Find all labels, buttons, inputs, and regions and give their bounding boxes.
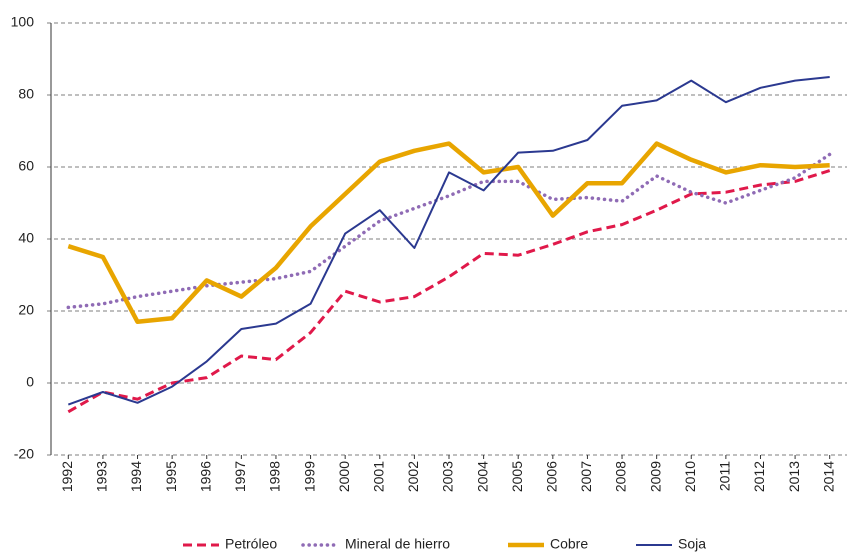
x-tick-label: 2010 — [682, 461, 698, 492]
x-tick-label: 1992 — [59, 461, 75, 492]
x-tick-label: 1996 — [197, 461, 213, 492]
x-tick-label: 2004 — [474, 461, 490, 492]
y-tick-label: 60 — [18, 158, 34, 174]
x-tick-label: 1997 — [232, 461, 248, 492]
y-tick-label: 100 — [11, 14, 35, 30]
y-tick-label: 0 — [26, 374, 34, 390]
x-tick-label: 2002 — [405, 461, 421, 492]
y-tick-label: 80 — [18, 86, 34, 102]
legend-label: Petróleo — [225, 536, 277, 552]
y-tick-label: -20 — [14, 446, 34, 462]
x-tick-label: 2013 — [786, 461, 802, 492]
x-tick-label: 2007 — [578, 461, 594, 492]
x-tick-label: 2000 — [336, 461, 352, 492]
series-line — [67, 76, 830, 406]
y-tick-label: 20 — [18, 302, 34, 318]
series-line — [67, 141, 830, 325]
x-tick-label: 2003 — [440, 461, 456, 492]
x-tick-label: 2001 — [370, 461, 386, 492]
x-tick-label: 2009 — [647, 461, 663, 492]
x-tick-label: 1998 — [267, 461, 283, 492]
x-tick-label: 1993 — [94, 461, 110, 492]
x-tick-label: 1999 — [301, 461, 317, 492]
x-tick-label: 2008 — [613, 461, 629, 492]
x-tick-label: 2012 — [751, 461, 767, 492]
y-tick-label: 40 — [18, 230, 34, 246]
series-line — [66, 152, 832, 310]
legend-label: Mineral de hierro — [345, 536, 450, 552]
legend-label: Cobre — [550, 536, 588, 552]
series-line — [67, 169, 831, 414]
x-tick-label: 2005 — [509, 461, 525, 492]
legend: Petróleo Mineral de hierro Cobre Soja — [183, 536, 706, 552]
x-tick-label: 2006 — [544, 461, 560, 492]
x-tick-label: 2011 — [717, 461, 733, 491]
legend-label: Soja — [678, 536, 706, 552]
x-tick-label: 1994 — [128, 461, 144, 492]
x-tick-label: 2014 — [820, 461, 836, 492]
x-tick-label: 1995 — [163, 461, 179, 492]
